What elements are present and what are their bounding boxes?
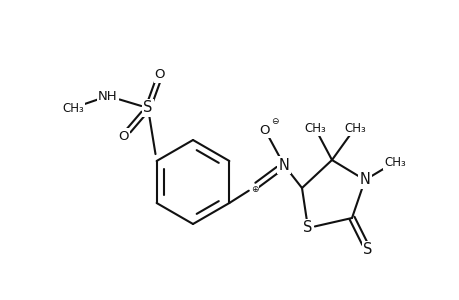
Text: S: S	[363, 242, 372, 257]
Text: ⊖: ⊖	[271, 116, 278, 125]
Text: N: N	[359, 172, 369, 188]
Text: O: O	[118, 130, 129, 142]
Text: CH₃: CH₃	[383, 155, 405, 169]
Text: ⊕: ⊕	[251, 184, 258, 194]
Text: CH₃: CH₃	[303, 122, 325, 134]
Text: O: O	[154, 68, 165, 82]
Text: S: S	[143, 100, 152, 116]
Text: CH₃: CH₃	[62, 101, 84, 115]
Text: N: N	[278, 158, 289, 172]
Text: CH₃: CH₃	[343, 122, 365, 134]
Text: NH: NH	[98, 89, 118, 103]
Text: O: O	[259, 124, 270, 136]
Text: S: S	[302, 220, 312, 236]
